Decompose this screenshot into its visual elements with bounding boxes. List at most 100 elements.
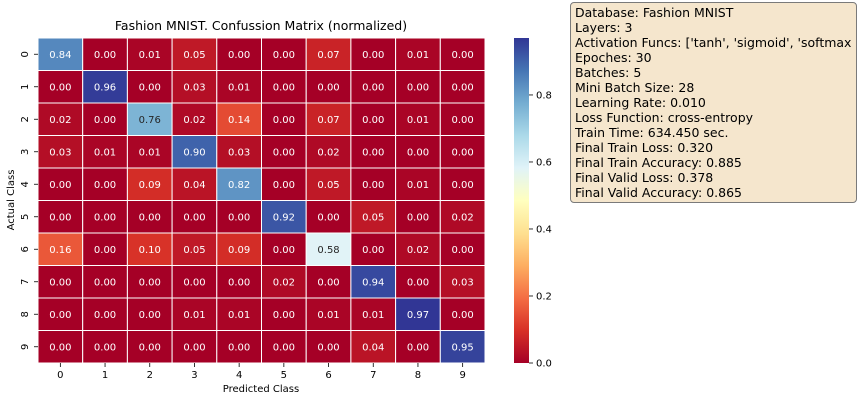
- x-tick-label: 1: [102, 370, 108, 381]
- heatmap-cell: [126, 265, 173, 299]
- heatmap-cell: [350, 102, 397, 136]
- heatmap-cell: [171, 232, 218, 266]
- cell-value-label: 0.00: [273, 245, 295, 256]
- heatmap-cell: [37, 200, 84, 234]
- x-tick-label: 2: [147, 370, 153, 381]
- cell-value-label: 0.01: [407, 50, 429, 61]
- x-tick-label: 0: [57, 370, 63, 381]
- heatmap-cell: [82, 70, 128, 104]
- cell-value-label: 0.07: [317, 115, 339, 126]
- cell-value-label: 0.00: [94, 310, 116, 321]
- cell-value-label: 0.03: [183, 82, 205, 93]
- confusion-matrix-chart: Fashion MNIST. Confussion Matrix (normal…: [6, 18, 552, 395]
- heatmap-cell: [216, 167, 263, 201]
- heatmap-cell: [82, 102, 128, 136]
- cell-value-label: 0.00: [362, 50, 384, 61]
- cell-value-label: 0.00: [139, 342, 161, 353]
- cell-value-label: 0.01: [228, 310, 250, 321]
- info-learning-rate: Learning Rate: 0.010: [575, 95, 706, 110]
- y-tick-label: 5: [20, 214, 31, 220]
- heatmap-cell: [261, 37, 307, 71]
- cell-value-label: 0.00: [273, 82, 295, 93]
- info-final-valid-loss: Final Valid Loss: 0.378: [575, 170, 714, 185]
- x-axis-ticks: 0 1 2 3 4 5 6 7 8 9: [57, 363, 466, 381]
- cell-value-label: 0.01: [94, 147, 116, 158]
- colorbar-tick-label: 0.2: [536, 291, 552, 302]
- heatmap-cell: [439, 102, 486, 136]
- x-tick-label: 3: [191, 370, 197, 381]
- cell-value-label: 0.09: [139, 180, 161, 191]
- cell-value-label: 0.00: [452, 115, 474, 126]
- x-tick-label: 4: [236, 370, 242, 381]
- cell-value-label: 0.00: [317, 277, 339, 288]
- heatmap-cell: [261, 70, 307, 104]
- heatmap-cell: [82, 297, 128, 331]
- cell-value-label: 0.00: [452, 180, 474, 191]
- heatmap-cell: [305, 232, 352, 266]
- cell-value-label: 0.00: [94, 180, 116, 191]
- cell-value-label: 0.00: [273, 310, 295, 321]
- heatmap-cell: [350, 330, 397, 364]
- heatmap-cell: [261, 265, 307, 299]
- cell-value-label: 0.00: [317, 342, 339, 353]
- heatmap-cell: [82, 265, 128, 299]
- cell-value-label: 0.00: [139, 212, 161, 223]
- y-axis-ticks: 0 1 2 3 4 5 6 7 8 9: [20, 51, 38, 350]
- heatmap-cell: [37, 102, 84, 136]
- cell-value-label: 0.02: [407, 245, 429, 256]
- heatmap-cell: [439, 70, 486, 104]
- heatmap-cell: [82, 37, 128, 71]
- cell-value-label: 0.00: [49, 310, 71, 321]
- heatmap-cell: [261, 167, 307, 201]
- info-loss-function: Loss Function: cross-entropy: [575, 110, 754, 125]
- heatmap-cell: [261, 232, 307, 266]
- cell-value-label: 0.14: [228, 115, 250, 126]
- heatmap-cell: [305, 135, 352, 169]
- cell-value-label: 0.02: [317, 147, 339, 158]
- heatmap-cell: [395, 102, 441, 136]
- info-mini-batch-size: Mini Batch Size: 28: [575, 80, 695, 95]
- y-tick-label: 2: [20, 116, 31, 122]
- heatmap-cell: [216, 265, 263, 299]
- heatmap-cell: [305, 102, 352, 136]
- colorbar-tick-label: 0.0: [536, 359, 552, 370]
- cell-value-label: 0.01: [183, 310, 205, 321]
- cell-value-label: 0.05: [317, 180, 339, 191]
- heatmap-cell: [171, 200, 218, 234]
- cell-value-label: 0.03: [452, 277, 474, 288]
- cell-value-label: 0.00: [183, 277, 205, 288]
- heatmap-cell: [395, 297, 441, 331]
- heatmap-cell: [439, 37, 486, 71]
- heatmap-cell: [37, 232, 84, 266]
- cell-value-label: 0.05: [183, 50, 205, 61]
- cell-value-label: 0.02: [273, 277, 295, 288]
- cell-value-label: 0.00: [49, 180, 71, 191]
- cell-value-label: 0.00: [183, 212, 205, 223]
- cell-value-label: 0.00: [362, 115, 384, 126]
- heatmap-cell: [216, 200, 263, 234]
- y-tick-label: 0: [20, 51, 31, 57]
- heatmap-cells: 0.84 0.00 0.01 0.05 0.00 0.00 0.07 0.00 0.01 0.00…: [37, 37, 486, 364]
- x-tick-label: 6: [325, 370, 331, 381]
- cell-value-label: 0.16: [49, 245, 71, 256]
- heatmap-cell: [395, 330, 441, 364]
- heatmap-cell: [439, 265, 486, 299]
- cell-value-label: 0.00: [228, 212, 250, 223]
- cell-value-label: 0.00: [407, 342, 429, 353]
- heatmap-cell: [395, 70, 441, 104]
- heatmap-cell: [305, 167, 352, 201]
- cell-value-label: 0.03: [49, 147, 71, 158]
- cell-value-label: 0.00: [407, 277, 429, 288]
- cell-value-label: 0.00: [139, 310, 161, 321]
- cell-value-label: 0.96: [94, 82, 116, 93]
- heatmap-cell: [439, 135, 486, 169]
- cell-value-label: 0.76: [139, 115, 161, 126]
- cell-value-label: 0.00: [139, 82, 161, 93]
- cell-value-label: 0.00: [452, 310, 474, 321]
- heatmap-cell: [126, 297, 173, 331]
- heatmap-cell: [439, 297, 486, 331]
- cell-value-label: 0.92: [273, 212, 295, 223]
- info-final-train-accuracy: Final Train Accuracy: 0.885: [575, 155, 742, 170]
- cell-value-label: 0.00: [452, 245, 474, 256]
- y-tick-label: 7: [20, 279, 31, 285]
